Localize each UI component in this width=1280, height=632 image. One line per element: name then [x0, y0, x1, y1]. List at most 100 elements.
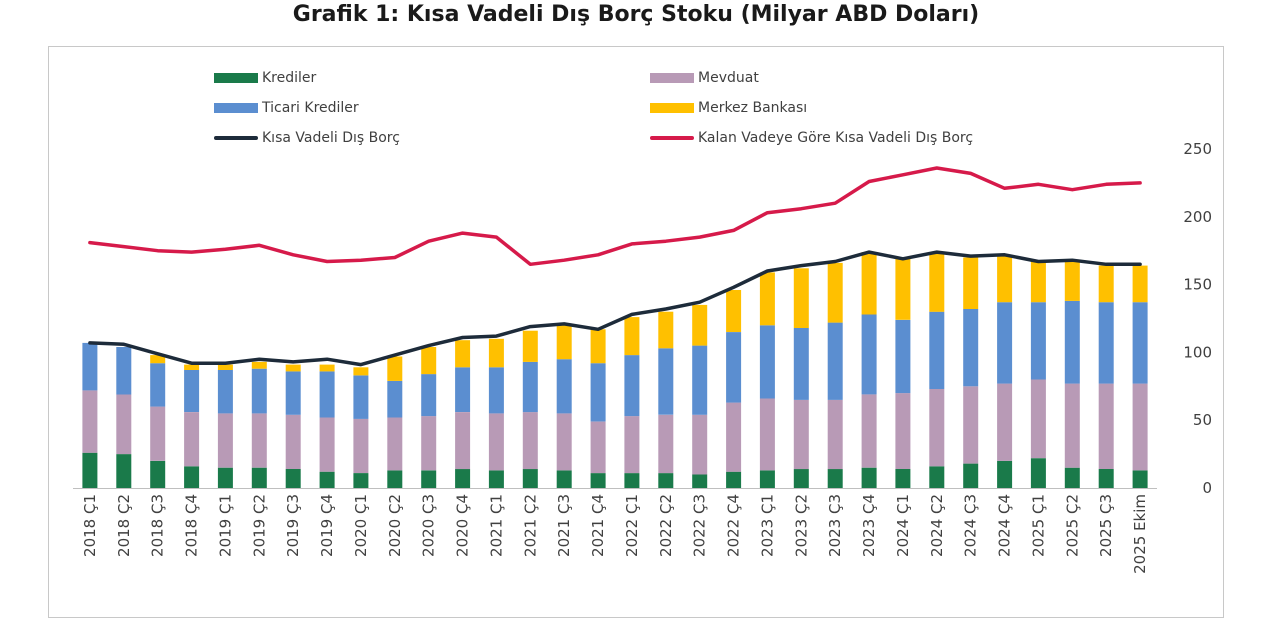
- bar-mevduat: [1132, 383, 1148, 471]
- bar-merkez-bankas: [827, 262, 843, 323]
- bar-ticari-krediler: [793, 328, 809, 400]
- bar-krediler: [285, 469, 301, 488]
- x-tick-label: 2025 Ç3: [1097, 494, 1115, 557]
- bar-ticari-krediler: [455, 367, 471, 412]
- bar-merkez-bankas: [658, 311, 674, 349]
- bar-ticari-krediler: [116, 347, 132, 395]
- legend-item-mevduat: Mevduat: [650, 69, 759, 87]
- bar-ticari-krediler: [895, 319, 911, 394]
- bar-mevduat: [522, 412, 538, 470]
- bar-krediler: [1098, 469, 1114, 488]
- x-tick-label: 2021 Ç4: [589, 494, 607, 557]
- x-tick-label: 2024 Ç2: [928, 494, 946, 557]
- bar-ticari-krediler: [522, 361, 538, 413]
- legend-swatch-ticari-krediler: [214, 103, 258, 113]
- bar-krediler: [658, 473, 674, 488]
- legend-swatch-krediler: [214, 73, 258, 83]
- bar-merkez-bankas: [963, 257, 979, 309]
- bar-ticari-krediler: [421, 374, 437, 417]
- bar-krediler: [1064, 467, 1080, 488]
- y-tick-label: 200: [1183, 208, 1212, 226]
- legend-label-kalan-vadeye-gore: Kalan Vadeye Göre Kısa Vadeli Dış Borç: [698, 130, 974, 146]
- bar-mevduat: [150, 406, 166, 461]
- bar-krediler: [759, 470, 775, 488]
- bar-merkez-bankas: [1132, 265, 1148, 303]
- bar-merkez-bankas: [624, 317, 640, 356]
- bar-krediler: [624, 473, 640, 488]
- x-tick-label: 2022 Ç3: [691, 494, 709, 557]
- bar-mevduat: [184, 412, 200, 467]
- bar-mevduat: [488, 413, 504, 471]
- bar-krediler: [319, 471, 335, 488]
- bar-mevduat: [793, 399, 809, 470]
- bar-merkez-bankas: [590, 329, 606, 364]
- bar-ticari-krediler: [726, 332, 742, 403]
- bar-krediler: [150, 460, 166, 488]
- x-tick-label: 2020 Ç3: [420, 494, 438, 557]
- bar-mevduat: [827, 399, 843, 470]
- bar-ticari-krediler: [184, 370, 200, 412]
- bar-merkez-bankas: [726, 290, 742, 332]
- bar-krediler: [82, 452, 98, 488]
- bar-mevduat: [285, 414, 301, 469]
- legend-label-merkez-bankasi: Merkez Bankası: [698, 100, 808, 116]
- bar-mevduat: [217, 413, 233, 468]
- legend-line-kisa-vadeli-dis-borc: [214, 136, 258, 140]
- legend-swatch-mevduat: [650, 73, 694, 83]
- x-tick-label: 2020 Ç1: [352, 494, 370, 557]
- x-tick-label: 2025 Ç2: [1063, 494, 1081, 557]
- bar-ticari-krediler: [82, 342, 98, 391]
- bar-merkez-bankas: [522, 330, 538, 362]
- bar-ticari-krediler: [217, 370, 233, 414]
- x-tick-label: 2019 Ç3: [284, 494, 302, 557]
- bar-krediler: [963, 463, 979, 488]
- bar-merkez-bankas: [997, 256, 1013, 303]
- bar-mevduat: [895, 393, 911, 469]
- bar-ticari-krediler: [251, 368, 267, 414]
- legend-item-kalan-vadeye-gore: Kalan Vadeye Göre Kısa Vadeli Dış Borç: [650, 129, 973, 147]
- bar-mevduat: [251, 413, 267, 468]
- bar-ticari-krediler: [827, 322, 843, 400]
- x-tick-label: 2022 Ç2: [657, 494, 675, 557]
- bar-merkez-bankas: [319, 364, 335, 372]
- bar-krediler: [455, 469, 471, 488]
- bar-merkez-bankas: [488, 338, 504, 368]
- legend-item-kisa-vadeli-dis-borc: Kısa Vadeli Dış Borç: [214, 129, 400, 147]
- legend-swatch-merkez-bankasi: [650, 103, 694, 113]
- bar-ticari-krediler: [929, 311, 945, 389]
- bar-mevduat: [455, 412, 471, 470]
- bar-krediler: [522, 469, 538, 488]
- bar-krediler: [387, 470, 403, 488]
- legend-label-krediler: Krediler: [262, 70, 317, 86]
- x-tick-label: 2023 Ç4: [860, 494, 878, 557]
- bar-mevduat: [759, 398, 775, 471]
- bar-ticari-krediler: [1098, 302, 1114, 384]
- bar-merkez-bankas: [217, 364, 233, 370]
- bar-ticari-krediler: [590, 363, 606, 422]
- x-tick-label: 2022 Ç1: [623, 494, 641, 557]
- bar-merkez-bankas: [150, 355, 166, 364]
- x-tick-label: 2018 Ç1: [81, 494, 99, 557]
- bar-ticari-krediler: [759, 325, 775, 399]
- bar-mevduat: [116, 394, 132, 455]
- bar-merkez-bankas: [793, 268, 809, 328]
- y-tick-label: 250: [1183, 140, 1212, 158]
- bar-merkez-bankas: [285, 364, 301, 372]
- bar-mevduat: [861, 394, 877, 468]
- x-tick-label: 2019 Ç2: [250, 494, 268, 557]
- legend-label-mevduat: Mevduat: [698, 70, 759, 86]
- bar-mevduat: [929, 389, 945, 467]
- bar-merkez-bankas: [455, 340, 471, 368]
- bar-merkez-bankas: [895, 258, 911, 320]
- legend-item-merkez-bankasi: Merkez Bankası: [650, 99, 807, 117]
- x-tick-label: 2018 Ç4: [183, 494, 201, 557]
- bar-krediler: [929, 466, 945, 488]
- bar-merkez-bankas: [387, 356, 403, 381]
- bar-krediler: [590, 473, 606, 488]
- x-tick-label: 2019 Ç4: [318, 494, 336, 557]
- bar-ticari-krediler: [556, 359, 572, 414]
- x-tick-label: 2025 Ç1: [1029, 494, 1047, 557]
- x-tick-label: 2024 Ç3: [962, 494, 980, 557]
- bar-ticari-krediler: [1030, 302, 1046, 380]
